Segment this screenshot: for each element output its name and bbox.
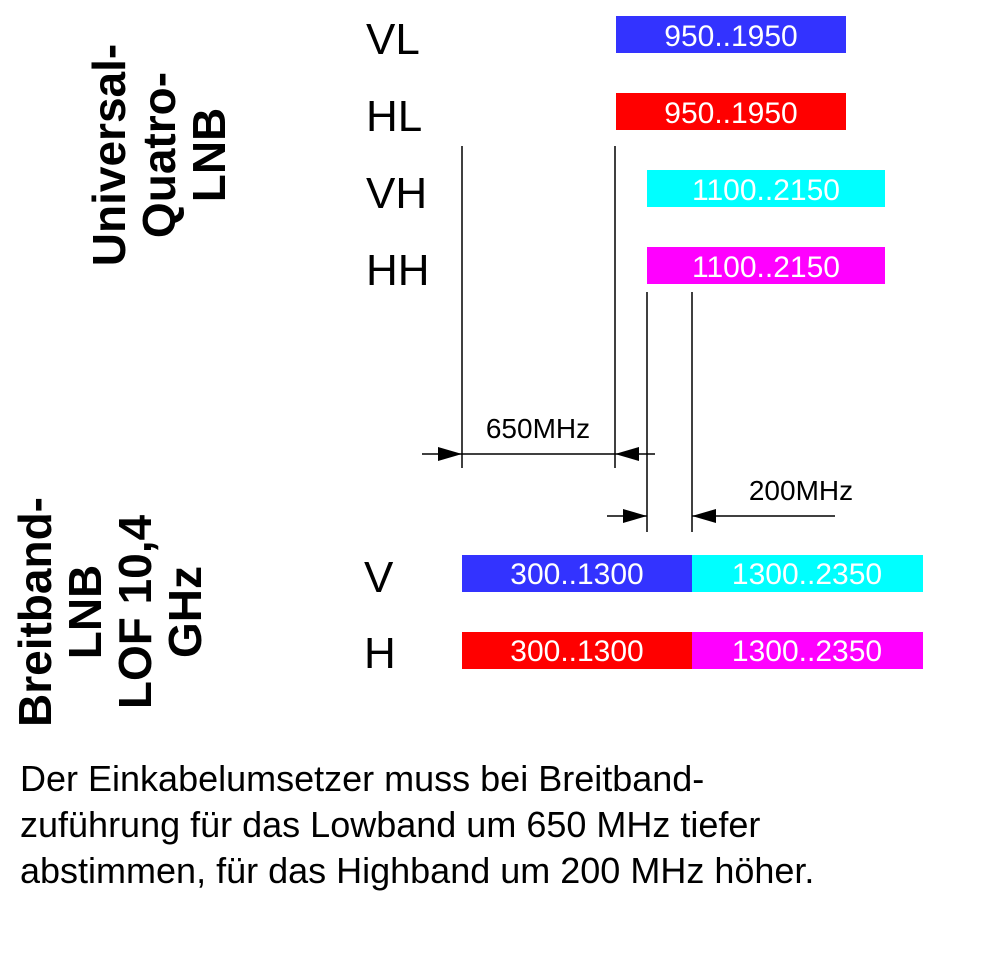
band-label-vl: VL <box>366 15 420 64</box>
band-bar-h-low <box>462 632 692 669</box>
band-label-h: H <box>364 629 396 678</box>
arrow-right-icon <box>623 509 647 523</box>
band-range-v-low: 300..1300 <box>510 558 643 591</box>
universal-lnb-title-line: LNB <box>183 107 235 203</box>
band-label-v: V <box>364 553 394 602</box>
band-bar-hl <box>616 93 846 130</box>
band-label-vh: VH <box>366 169 427 218</box>
band-range-hh: 1100..2150 <box>692 251 840 284</box>
caption-line: zuführung für das Lowband um 650 MHz tie… <box>20 804 761 845</box>
wideband-lnb-title: Breitband- LNB LOF 10,4 GHz <box>9 492 211 732</box>
band-label-hh: HH <box>366 246 430 295</box>
dimension-650mhz <box>422 447 655 461</box>
dimension-label-lowband: 650MHz <box>486 413 590 444</box>
band-label-hl: HL <box>366 92 422 141</box>
band-bar-h-high <box>692 632 923 669</box>
wideband-lnb-title-line: LOF 10,4 <box>109 514 161 710</box>
dimension-200mhz <box>607 509 835 523</box>
band-bar-vl <box>616 16 846 53</box>
caption-line: abstimmen, für das Highband um 200 MHz h… <box>20 850 815 891</box>
band-range-vl: 950..1950 <box>664 20 797 53</box>
caption-line: Der Einkabelumsetzer muss bei Breitband- <box>20 758 705 799</box>
arrow-left-icon <box>615 447 639 461</box>
band-bar-vh <box>647 170 885 207</box>
caption: Der Einkabelumsetzer muss bei Breitband-… <box>20 756 990 894</box>
universal-lnb-title-line: Quatro- <box>133 71 185 239</box>
band-range-vh: 1100..2150 <box>692 174 840 207</box>
band-bar-v-high <box>692 555 923 592</box>
dimension-label-highband: 200MHz <box>749 475 853 506</box>
wideband-lnb-title-line: LNB <box>59 564 111 660</box>
universal-lnb-title-line: Universal- <box>83 43 135 267</box>
wideband-lnb-title-line: GHz <box>159 566 211 658</box>
arrow-right-icon <box>438 447 462 461</box>
band-range-h-low: 300..1300 <box>510 635 643 668</box>
band-range-hl: 950..1950 <box>664 97 797 130</box>
band-bar-v-low <box>462 555 692 592</box>
band-range-h-high: 1300..2350 <box>732 635 882 668</box>
band-bar-hh <box>647 247 885 284</box>
universal-lnb-title: Universal- Quatro- LNB <box>83 10 235 300</box>
wideband-lnb-title-line: Breitband- <box>9 497 61 727</box>
arrow-left-icon <box>692 509 716 523</box>
band-range-v-high: 1300..2350 <box>732 558 882 591</box>
